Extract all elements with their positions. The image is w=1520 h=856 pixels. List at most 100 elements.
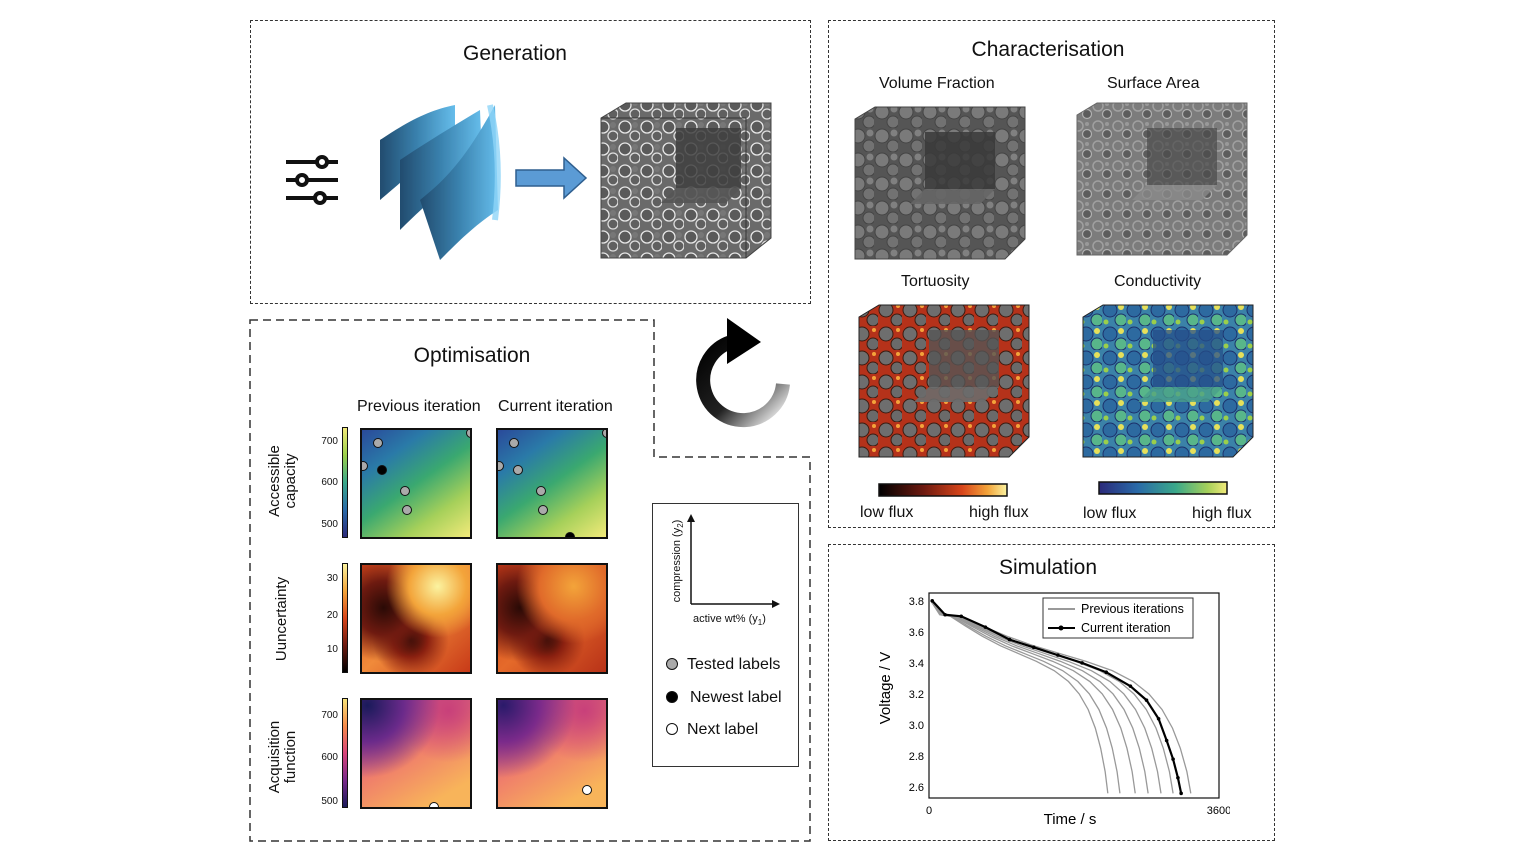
cycle-arrow-icon <box>696 318 790 428</box>
y-tick-label: 2.8 <box>909 751 924 763</box>
next-label-point <box>429 802 439 807</box>
tortuosity-high-flux: high flux <box>969 504 1029 521</box>
x-axis-label-subscript: 1 <box>757 618 763 628</box>
current-iteration-point <box>1156 716 1161 721</box>
optimisation-title: Optimisation <box>413 344 531 367</box>
row-label-capacity: Accessible capacity <box>266 445 299 517</box>
tested-label-point <box>513 465 523 475</box>
tested-label-point <box>362 461 368 471</box>
arrow-right-icon <box>515 156 588 200</box>
generation-title: Generation <box>463 42 567 65</box>
uncertainty-tick: 10 <box>326 644 338 655</box>
characterisation-title: Characterisation <box>971 38 1125 61</box>
current-iteration-point <box>1128 684 1133 688</box>
current-iteration-point <box>959 614 964 619</box>
tortuosity-label: Tortuosity <box>901 273 970 290</box>
current-iteration-line <box>931 600 1183 794</box>
current-iteration-point <box>1179 791 1183 796</box>
tested-label-point <box>509 438 519 448</box>
volume-fraction-label: Volume Fraction <box>879 75 995 92</box>
chart-legend-box <box>1042 597 1194 639</box>
acquisition-tick: 700 <box>321 710 338 721</box>
uncertainty-heatmap-previous <box>360 563 472 674</box>
axes-icon <box>687 514 780 608</box>
tested-label-point <box>536 486 546 496</box>
newest-label-point <box>377 465 387 475</box>
previous-iteration-line <box>930 600 1109 794</box>
tested-label-point <box>373 438 383 448</box>
generation-panel <box>250 20 811 304</box>
characterisation-panel <box>828 20 1275 528</box>
tortuosity-low-flux: low flux <box>860 504 914 521</box>
conductivity-label: Conductivity <box>1114 273 1202 290</box>
y-axis-label-text: compression (y <box>671 527 683 603</box>
volume-fraction-cube <box>854 106 1026 260</box>
capacity-heatmap-current <box>496 428 608 539</box>
acquisition-tick: 500 <box>321 796 338 807</box>
newest-legend-label: Newest label <box>690 689 782 706</box>
previous-iteration-line <box>930 600 1121 794</box>
uncertainty-heatmap-current <box>496 563 608 674</box>
simulation-panel <box>828 544 1275 841</box>
tested-label-point <box>538 505 548 515</box>
previous-iteration-line <box>930 600 1149 794</box>
current-iteration-point <box>1176 776 1180 780</box>
optimisation-panel <box>249 319 811 842</box>
newest-label-point <box>565 532 575 537</box>
tortuosity-colorbar <box>878 483 1008 497</box>
current-iteration-point <box>1031 645 1036 650</box>
acquisition-heatmap-previous <box>360 698 472 809</box>
capacity-tick: 700 <box>321 436 338 447</box>
acquisition-heatmap-current <box>496 698 608 809</box>
x-tick-label: 3600 <box>1207 805 1230 817</box>
y-tick-label: 3.0 <box>909 720 924 732</box>
y-axis-label: compression (y2) <box>671 519 686 603</box>
tested-legend-marker <box>666 658 678 670</box>
newest-legend-marker <box>666 691 678 703</box>
next-legend-marker <box>666 723 678 735</box>
y-axis-label-subscript: 2 <box>676 523 686 528</box>
y-tick-label: 3.6 <box>909 627 924 639</box>
y-tick-label: 3.4 <box>909 658 924 670</box>
tested-label-point <box>602 430 606 438</box>
conductivity-colorbar <box>1098 481 1228 495</box>
generative-model-icon <box>380 104 501 260</box>
uncertainty-tick: 30 <box>326 573 338 584</box>
x-axis-label: active wt% (y1) <box>693 613 766 628</box>
surface-area-label: Surface Area <box>1107 75 1200 92</box>
next-legend-label: Next label <box>687 721 759 738</box>
current-iteration-point <box>1104 670 1109 675</box>
previous-iteration-line <box>930 600 1136 794</box>
current-iteration-point <box>1164 738 1169 743</box>
legend-current-marker <box>1058 625 1064 631</box>
tested-legend-label: Tested labels <box>687 656 781 673</box>
column-current-iteration: Current iteration <box>498 398 613 415</box>
acquisition-colorbar <box>342 698 348 808</box>
conductivity-cube <box>1082 304 1254 458</box>
tested-label-point <box>402 505 412 515</box>
current-iteration-point <box>1056 653 1060 657</box>
current-iteration-point <box>1171 757 1175 761</box>
current-iteration-point <box>1080 661 1084 665</box>
capacity-tick: 500 <box>321 519 338 530</box>
chart-x-axis-label: Time / s <box>1044 811 1097 828</box>
y-tick-label: 2.6 <box>909 782 924 794</box>
current-iteration-point <box>943 612 947 617</box>
conductivity-low-flux: low flux <box>1083 505 1137 522</box>
column-previous-iteration: Previous iteration <box>357 398 481 415</box>
current-iteration-point <box>983 625 988 629</box>
y-tick-label: 3.2 <box>909 689 924 701</box>
current-iteration-point <box>1007 637 1012 642</box>
current-iteration-point <box>1144 698 1149 702</box>
simulation-title: Simulation <box>998 556 1098 579</box>
tested-label-point <box>466 430 470 438</box>
capacity-colorbar <box>342 427 348 538</box>
generated-microstructure-cube <box>600 102 772 259</box>
tortuosity-cube <box>858 304 1030 458</box>
voltage-time-chart: 3.8 3.6 3.4 3.2 3.0 2.8 2.6 0 3600 Previous ite… <box>877 592 1230 828</box>
tested-label-point <box>498 461 504 471</box>
plot-frame <box>928 592 1220 799</box>
row-label-acquisition: Acquisition function <box>266 720 299 794</box>
sliders-icon <box>286 155 338 205</box>
legend-current-label: Current iteration <box>1081 621 1171 635</box>
